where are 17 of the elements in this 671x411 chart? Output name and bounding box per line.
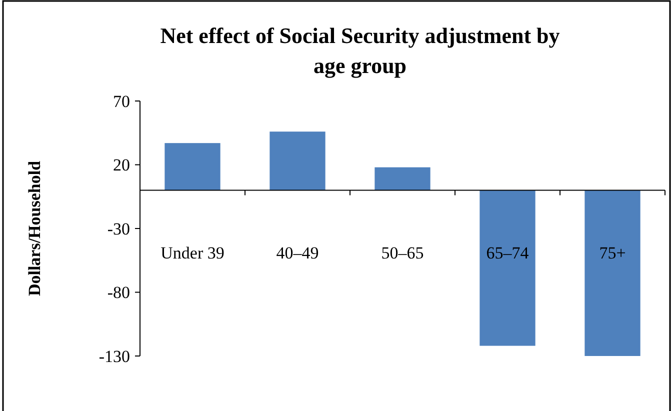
x-tick-label: 50–65 bbox=[381, 243, 424, 262]
bar bbox=[480, 190, 536, 346]
bar bbox=[584, 190, 640, 356]
x-tick-label: 75+ bbox=[599, 243, 626, 262]
y-tick-label: -130 bbox=[98, 346, 130, 366]
y-tick-label: 20 bbox=[113, 156, 130, 175]
chart-title: Net effect of Social Security adjustment by age group bbox=[160, 23, 560, 78]
y-tick-label: -80 bbox=[107, 283, 130, 302]
y-tick-label: -30 bbox=[107, 219, 130, 238]
x-tick-label: 40–49 bbox=[276, 243, 319, 262]
x-tick-label: Under 39 bbox=[160, 243, 224, 262]
bar bbox=[270, 132, 326, 190]
bar bbox=[374, 167, 430, 190]
y-tick-label: 70 bbox=[113, 92, 130, 111]
bar bbox=[164, 143, 220, 190]
x-tick-label: 65–74 bbox=[486, 243, 530, 262]
y-axis-title: Dollars/Household bbox=[25, 160, 44, 296]
